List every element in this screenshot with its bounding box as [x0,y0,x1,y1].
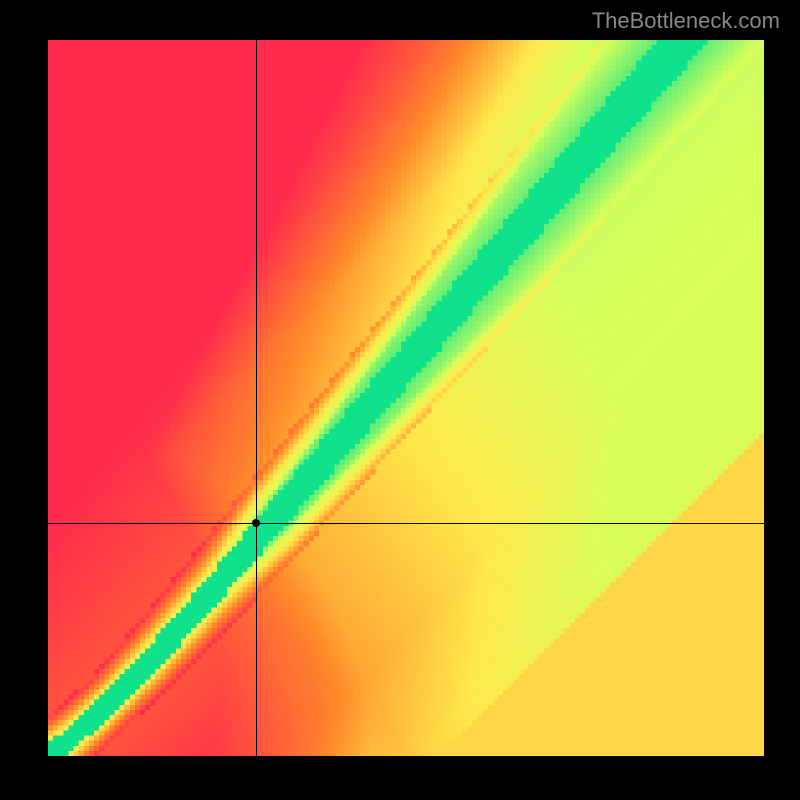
crosshair-horizontal [48,523,764,524]
crosshair-marker [252,519,260,527]
crosshair-vertical [256,40,257,756]
heatmap-canvas [48,40,764,756]
heatmap-plot [48,40,764,756]
watermark: TheBottleneck.com [592,8,780,34]
